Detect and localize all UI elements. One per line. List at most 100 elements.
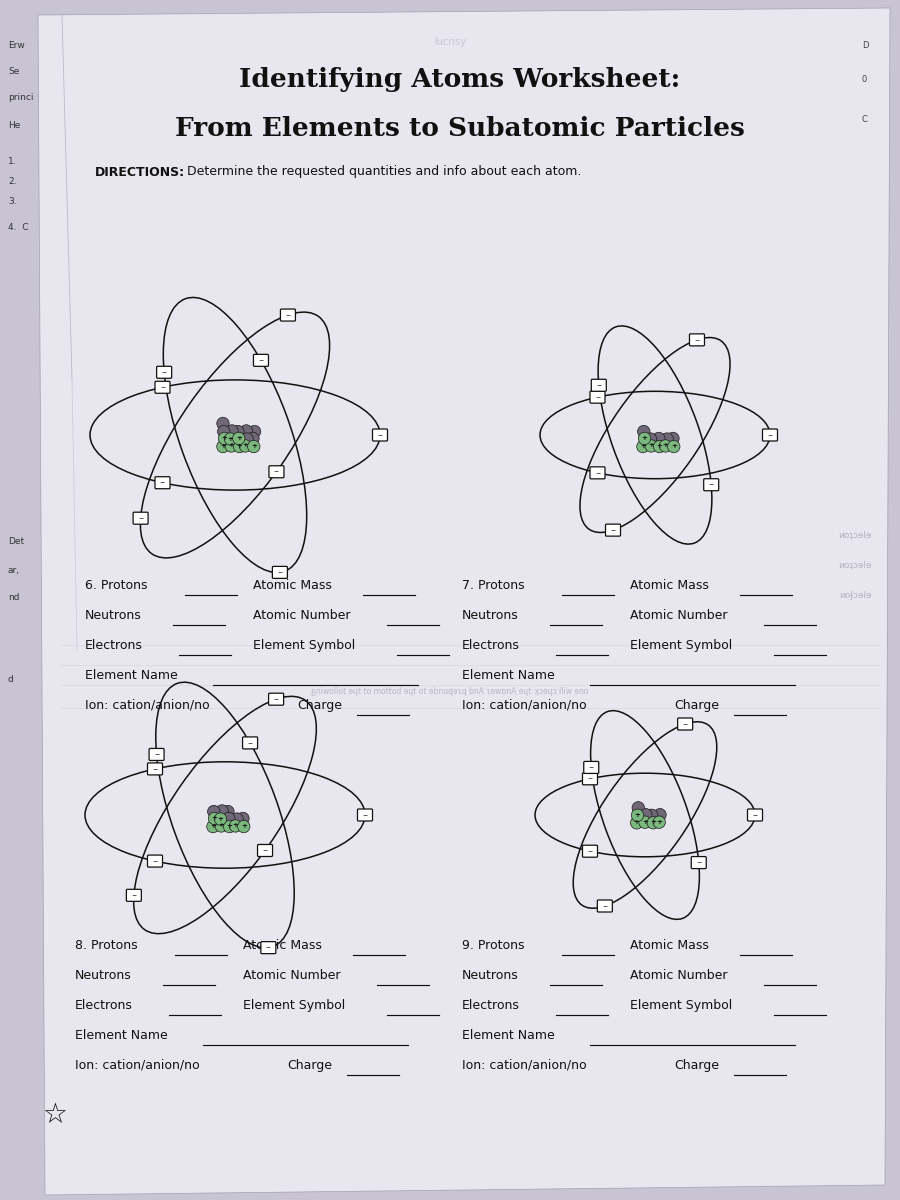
Text: −: − <box>595 394 600 400</box>
Text: −: − <box>131 893 137 898</box>
FancyBboxPatch shape <box>691 857 707 869</box>
Circle shape <box>223 821 236 833</box>
Text: D: D <box>862 41 868 49</box>
FancyBboxPatch shape <box>689 334 705 346</box>
Text: −: − <box>160 384 165 389</box>
FancyBboxPatch shape <box>155 382 170 394</box>
FancyBboxPatch shape <box>357 809 373 821</box>
Text: C: C <box>862 115 868 125</box>
Circle shape <box>232 432 245 445</box>
Circle shape <box>239 439 252 452</box>
Text: Element Symbol: Element Symbol <box>243 998 346 1012</box>
Text: Atomic Mass: Atomic Mass <box>630 578 709 592</box>
FancyBboxPatch shape <box>584 762 598 774</box>
Text: Ion: cation/anion/no: Ion: cation/anion/no <box>462 698 587 712</box>
FancyBboxPatch shape <box>678 718 693 730</box>
Text: nd: nd <box>8 594 20 602</box>
Text: DIRECTIONS:: DIRECTIONS: <box>95 166 185 179</box>
Circle shape <box>653 440 666 452</box>
Text: Element Name: Element Name <box>75 1028 167 1042</box>
Text: Identifying Atoms Worksheet:: Identifying Atoms Worksheet: <box>239 67 680 92</box>
Text: −: − <box>588 776 592 781</box>
Text: +: + <box>237 443 242 449</box>
Text: +: + <box>220 443 226 449</box>
Text: Atomic Mass: Atomic Mass <box>243 938 322 952</box>
Text: ar,: ar, <box>8 565 20 575</box>
Text: 1.: 1. <box>8 157 16 167</box>
Text: +: + <box>232 822 239 828</box>
Circle shape <box>639 816 652 828</box>
Circle shape <box>645 809 658 822</box>
Text: 2.: 2. <box>8 178 16 186</box>
Text: ᴎoɈɔɘlɘ: ᴎoɈɔɘlɘ <box>839 590 871 600</box>
Text: +: + <box>634 811 641 818</box>
Text: −: − <box>588 848 592 853</box>
Text: Charge: Charge <box>297 698 342 712</box>
Text: +: + <box>229 443 234 449</box>
FancyBboxPatch shape <box>590 391 605 403</box>
FancyBboxPatch shape <box>273 566 287 578</box>
Text: +: + <box>651 820 656 826</box>
Circle shape <box>217 418 230 430</box>
Text: −: − <box>363 812 367 817</box>
Text: Electrons: Electrons <box>85 638 143 652</box>
Text: +: + <box>212 815 218 821</box>
FancyBboxPatch shape <box>126 889 141 901</box>
Circle shape <box>224 433 237 445</box>
FancyBboxPatch shape <box>148 763 163 775</box>
Circle shape <box>230 820 241 832</box>
Text: Determine the requested quantities and info about each atom.: Determine the requested quantities and i… <box>183 166 581 179</box>
Text: Se: Se <box>8 67 20 77</box>
Circle shape <box>209 812 220 824</box>
Circle shape <box>638 432 651 445</box>
Text: 9. Protons: 9. Protons <box>462 938 525 952</box>
Text: Element Symbol: Element Symbol <box>630 638 733 652</box>
Text: Charge: Charge <box>287 1058 332 1072</box>
Text: Neutrons: Neutrons <box>75 970 131 982</box>
Circle shape <box>668 440 680 452</box>
Text: Neutrons: Neutrons <box>462 608 518 622</box>
FancyBboxPatch shape <box>704 479 719 491</box>
Circle shape <box>216 805 229 817</box>
FancyBboxPatch shape <box>269 466 284 478</box>
Text: Neutrons: Neutrons <box>462 970 518 982</box>
Text: 7. Protons: 7. Protons <box>462 578 525 592</box>
Text: −: − <box>696 859 701 864</box>
Text: d: d <box>8 676 14 684</box>
Text: −: − <box>160 480 165 485</box>
Text: Ion: cation/anion/no: Ion: cation/anion/no <box>75 1058 200 1072</box>
Circle shape <box>247 432 259 445</box>
Text: −: − <box>682 721 688 726</box>
Text: Charge: Charge <box>674 698 719 712</box>
Text: −: − <box>258 358 264 362</box>
Circle shape <box>241 433 253 445</box>
Text: −: − <box>152 858 158 863</box>
Text: −: − <box>596 383 601 388</box>
FancyBboxPatch shape <box>762 428 778 440</box>
FancyBboxPatch shape <box>268 694 284 706</box>
Circle shape <box>645 439 657 452</box>
Circle shape <box>647 816 660 829</box>
Circle shape <box>225 439 238 452</box>
FancyBboxPatch shape <box>157 366 172 378</box>
Text: −: − <box>274 696 279 701</box>
Circle shape <box>653 809 666 821</box>
Text: +: + <box>642 818 648 824</box>
Text: Element Symbol: Element Symbol <box>630 998 733 1012</box>
Text: ᵷniwollot ɘɥt to mottod ɘɥt ot ɘbnuqɘɿq bnA ɿɘwɒnA ɘɥt ʞɔɘɥɔ lliw ɘno: ᵷniwollot ɘɥt to mottod ɘɥt ot ɘbnuqɘɿq … <box>311 688 589 696</box>
FancyBboxPatch shape <box>243 737 257 749</box>
FancyBboxPatch shape <box>148 856 163 868</box>
Text: Element Name: Element Name <box>85 670 178 682</box>
Text: He: He <box>8 120 21 130</box>
Circle shape <box>232 425 244 438</box>
Text: Element Name: Element Name <box>462 1028 554 1042</box>
Text: +: + <box>648 443 654 449</box>
Text: 0: 0 <box>862 76 868 84</box>
Circle shape <box>631 809 644 822</box>
Circle shape <box>667 432 680 445</box>
Text: Electrons: Electrons <box>75 998 133 1012</box>
Text: ᴎoʇɔɘlɘ: ᴎoʇɔɘlɘ <box>838 560 872 570</box>
Circle shape <box>637 425 650 438</box>
Circle shape <box>226 425 239 437</box>
Circle shape <box>214 812 227 826</box>
